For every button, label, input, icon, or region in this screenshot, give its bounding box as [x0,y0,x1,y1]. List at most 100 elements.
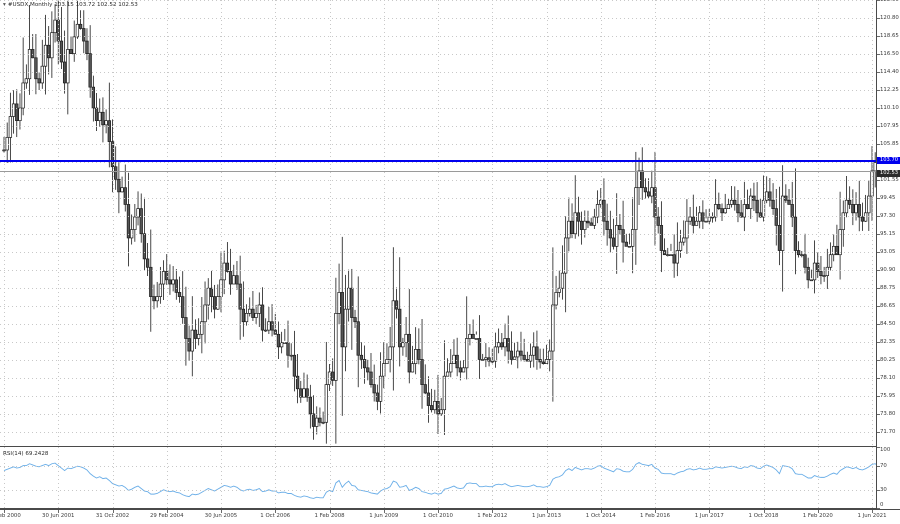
candle-body [860,216,865,222]
candle-body [560,272,565,289]
candle-body [707,216,711,222]
candle-body [43,44,48,67]
time-axis-tick-mark [4,510,5,513]
price-axis-tick-label: 93.05 [880,249,896,256]
candle-body [698,212,702,222]
candle-body [366,367,370,373]
candle-body [567,220,571,239]
candle-body [605,220,609,230]
rsi-axis[interactable]: 100 70 30 0 [876,447,900,509]
price-axis-tick-label: 116.50 [880,51,899,58]
candle-body [538,359,542,363]
candle-body [800,254,804,256]
price-axis-tick-label: 71.70 [880,429,896,436]
candle-body [835,245,839,256]
candle-body [493,346,498,362]
candle-body [369,371,373,385]
candle-body [774,208,778,226]
price-axis-tick-label: 120.80 [880,15,899,21]
candle-body [790,204,794,218]
price-axis-tick-label: 112.25 [880,87,899,94]
candle-body [685,220,689,239]
candle-body [426,392,431,406]
time-axis-tick-mark [546,510,548,513]
candle-body [353,317,357,323]
price-chart-pane[interactable]: ▾ #USDX,Monthly 103.15 103.72 102.52 102.… [0,0,876,452]
time-axis[interactable]: 29 Feb 2000 30 Jun 2001 31 Oct 2002 29 Feb … [0,509,900,524]
candle-body [123,187,127,205]
price-axis-tick-mark [877,36,880,38]
candle-body [101,111,105,126]
candle-body [627,245,632,248]
candle-body [535,346,539,360]
candle-body [490,360,494,363]
candle-body [27,49,32,80]
candle-body [487,357,491,362]
candle-body [742,204,746,218]
time-axis-tick-mark [655,510,656,513]
candle-body [311,413,316,427]
candle-body [509,350,514,360]
candle-body [828,254,833,268]
current-price-tag[interactable]: 102.53 [877,169,900,177]
candle-body [324,384,328,423]
candle-body [544,359,549,364]
rsi-axis-tick-mark [877,490,880,492]
time-axis-tick-label: 1 Feb 2016 [639,513,671,519]
time-axis-tick-mark [600,510,602,513]
price-axis-tick-mark [877,234,880,236]
candle-body [838,229,842,256]
time-axis-tick-label: 1 Feb 2008 [314,513,345,519]
candle-body [385,359,389,364]
candle-body [433,400,437,411]
candle-body [528,354,533,362]
candle-body [429,405,434,411]
candle-body [251,308,255,318]
candle-body [50,32,54,59]
price-axis-tick-mark [877,18,880,19]
candle-body [720,208,724,214]
candle-body [589,222,593,226]
rsi-header-label: RSI(14) 69.2428 [3,451,49,457]
resistance-line[interactable] [0,159,876,162]
time-axis-tick-label: 1 Feb 2020 [802,513,833,519]
candle-body [863,212,868,222]
candle-body [780,195,785,251]
candle-body [848,199,852,205]
candle-body [15,103,19,122]
chart-symbol-label: #USDX,Monthly 103.15 103.72 102.52 102.5… [7,2,138,8]
candle-body [867,195,871,214]
candle-body [171,279,175,285]
price-axis-tick-label: 101.55 [880,177,899,184]
candle-body [161,271,166,285]
candle-body [2,149,6,152]
candle-body [640,170,644,189]
candle-body [158,283,163,297]
candle-body [94,107,99,122]
time-axis-tick-label: 29 Feb 2004 [149,513,184,519]
candle-body [471,333,475,339]
price-axis[interactable]: 122.90 120.80 118.65 116.50 114.40 112.25 110.… [876,0,900,453]
candle-body [576,212,581,222]
candle-body [375,392,380,402]
resistance-price-tag[interactable]: 103.70 [877,156,900,164]
candle-body [206,287,210,306]
candle-body [481,359,485,361]
candle-body [631,229,635,247]
candle-body [465,338,469,369]
candle-body [682,237,686,243]
candle-body [120,187,124,193]
candle-body [806,266,810,281]
candle-body [812,262,817,281]
candle-body [570,220,574,235]
price-axis-tick-mark [877,72,880,74]
candle-body [634,187,638,230]
candle-body [771,199,775,209]
candle-body [34,57,38,80]
current-price-line[interactable] [0,170,876,172]
price-axis-tick-label: 90.90 [880,267,896,274]
candle-body [299,388,303,398]
candle-body [841,212,845,230]
candle-body [267,321,271,331]
rsi-indicator-pane[interactable] [0,447,876,509]
